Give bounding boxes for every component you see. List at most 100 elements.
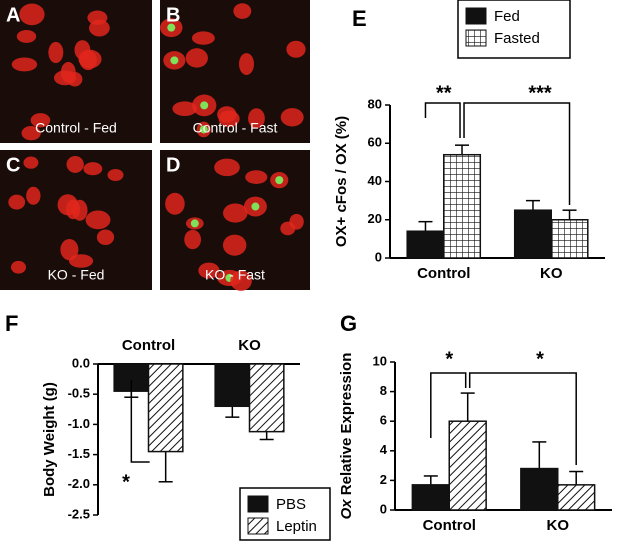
legend-swatch <box>247 495 269 513</box>
bar <box>448 420 487 511</box>
nucleus <box>199 125 208 134</box>
significance-label: *** <box>528 82 552 104</box>
cell <box>66 156 84 173</box>
y-tick-label: 0.0 <box>72 355 90 370</box>
bar <box>248 363 285 433</box>
cell <box>19 3 45 26</box>
cell <box>165 192 185 215</box>
panel-caption: Control - Fed <box>35 120 117 136</box>
nucleus <box>200 101 209 110</box>
cell <box>245 170 268 184</box>
legend-label: Fasted <box>494 30 540 47</box>
cell <box>286 40 306 58</box>
cell <box>85 210 111 230</box>
x-tick-label: KO <box>540 265 563 282</box>
cell <box>11 57 38 72</box>
y-tick-label: -1.5 <box>68 446 90 461</box>
cell <box>222 234 247 256</box>
y-tick-label: -1.0 <box>68 416 90 431</box>
cell <box>198 262 220 279</box>
significance-label: * <box>122 471 130 493</box>
cell <box>218 110 240 128</box>
cell <box>185 48 208 68</box>
panel-letter: B <box>166 4 180 26</box>
cell <box>107 168 124 181</box>
bar <box>557 484 596 511</box>
x-tick-label: Control <box>423 517 476 534</box>
y-tick-label: 0 <box>375 249 382 264</box>
y-tick-label: 20 <box>368 211 382 226</box>
bar <box>520 467 559 511</box>
cell <box>53 70 77 86</box>
x-tick-label: KO <box>238 337 261 354</box>
significance-bracket <box>430 372 467 438</box>
y-tick-label: -2.5 <box>68 506 90 521</box>
panel-letter: A <box>6 4 20 26</box>
y-tick-label: 80 <box>368 96 382 111</box>
bar <box>406 230 445 259</box>
panel-letter: C <box>6 154 20 176</box>
cell <box>248 108 265 129</box>
cell <box>83 162 103 176</box>
y-tick-label: -2.0 <box>68 476 90 491</box>
nucleus <box>251 202 260 211</box>
cell <box>78 49 102 69</box>
cell <box>96 229 115 246</box>
y-axis-label-italic: Ox <box>338 499 355 520</box>
nucleus <box>190 219 199 228</box>
y-tick-label: 0 <box>380 501 387 516</box>
cell <box>223 203 248 223</box>
cell <box>16 29 37 43</box>
y-tick-label: 40 <box>368 173 382 188</box>
cell <box>26 186 41 205</box>
significance-bracket <box>424 102 461 138</box>
cell <box>21 126 41 141</box>
bar <box>513 209 553 259</box>
panel-letter: G <box>340 311 357 336</box>
micrograph <box>0 0 152 143</box>
y-tick-label: 4 <box>380 442 388 457</box>
x-tick-label: Control <box>417 265 470 282</box>
legend-label: PBS <box>276 496 306 513</box>
significance-label: ** <box>436 82 452 104</box>
panel-letter: F <box>5 311 18 336</box>
y-tick-label: 6 <box>380 413 387 428</box>
panel-caption: Control - Fast <box>193 120 278 136</box>
cell <box>280 221 296 236</box>
bar <box>147 363 184 453</box>
cell <box>172 101 198 117</box>
significance-label: * <box>445 348 453 370</box>
panel-letter: E <box>352 6 367 31</box>
legend-swatch <box>247 517 269 535</box>
y-tick-label: 60 <box>368 135 382 150</box>
cell <box>48 41 64 64</box>
cell <box>23 156 39 169</box>
cell <box>280 108 304 127</box>
panel-caption: KO - Fast <box>205 267 265 283</box>
nucleus <box>275 176 284 185</box>
y-tick-label: 8 <box>380 383 387 398</box>
y-tick-label: 2 <box>380 472 387 487</box>
y-axis-label-text: Body Weight (g) <box>41 382 58 497</box>
significance-bracket <box>463 102 571 205</box>
x-tick-label: Control <box>122 337 175 354</box>
y-axis-label-text: OX+ cFos / OX (%) <box>333 116 350 247</box>
y-tick-label: -0.5 <box>68 386 90 401</box>
bar <box>443 153 482 259</box>
cell <box>72 199 88 221</box>
legend-label: Leptin <box>276 518 317 535</box>
significance-bracket <box>468 372 577 465</box>
cell <box>60 238 79 261</box>
cell <box>8 194 26 210</box>
panel-letter: D <box>166 154 180 176</box>
cell <box>233 3 252 19</box>
significance-label: * <box>536 348 544 370</box>
legend-swatch <box>465 29 487 47</box>
cell <box>191 31 215 45</box>
cell <box>10 260 26 274</box>
bar <box>411 484 450 511</box>
cell <box>89 19 110 37</box>
y-axis-label-text: Relative Expression <box>338 353 355 496</box>
y-axis-label: OX+ cFos / OX (%) <box>333 116 350 247</box>
